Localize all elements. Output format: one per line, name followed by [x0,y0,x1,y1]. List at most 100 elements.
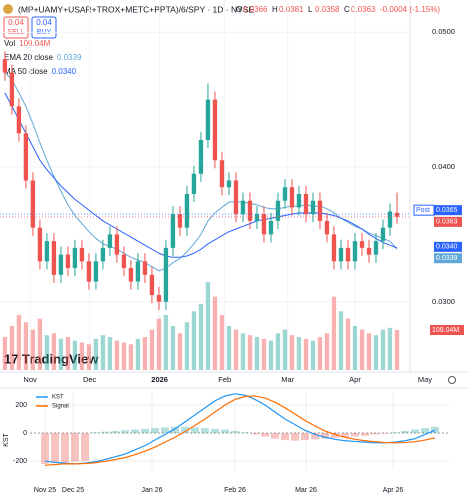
legend-value: 109.04M [19,39,50,48]
indicator-line [44,395,436,466]
histogram-bar [171,426,179,434]
volume-bar [359,329,365,370]
ohlc-key: O [236,5,242,14]
candle-body [268,220,274,235]
candle-body [44,241,50,262]
candle-body [16,106,22,134]
histogram-bar [341,433,349,438]
candle-body [191,173,197,194]
histogram-bar [71,433,79,462]
histogram-bar [401,430,409,434]
candle-body [149,274,155,296]
volume-bar [23,322,29,370]
volume-bar [156,318,162,370]
y-tick-label: 200 [15,402,27,409]
candle-body [373,241,379,255]
price-tag: Post [416,207,430,214]
candle-body [254,214,260,221]
volume-bar [254,337,260,370]
price-tag-box [413,204,435,216]
candle-body [289,187,295,208]
x-tick-label: Jan 26 [141,487,162,494]
candle-body [23,133,29,181]
volume-bar [9,326,15,370]
volume-bar [303,338,309,370]
moving-average-line [4,72,398,272]
sell-price: 0.04 [8,18,24,27]
volume-label-box [430,325,464,336]
watermark-logo: 17 [4,351,18,366]
histogram-bar [61,433,69,463]
volume-bar [184,322,190,370]
volume-bar [79,342,85,370]
candle-body [233,180,239,215]
candle-body [184,193,190,228]
candle-body [198,140,204,174]
volume-bar [219,315,225,370]
candle-body [219,160,225,188]
candle-body [79,247,85,262]
volume-bar [163,315,169,370]
candle-body [163,247,169,302]
candle-body [324,220,330,235]
volume-bar [373,335,379,370]
volume-bar [191,311,197,370]
x-tick-label: Apr 26 [383,487,404,494]
histogram-bar [391,432,399,434]
candle-body [121,254,127,269]
volume-bar [107,337,113,370]
sell-button[interactable] [3,16,29,39]
candle-body [142,261,148,275]
candle-body [9,72,15,107]
candle-body [2,59,8,73]
volume-label: 109.04M [432,327,459,334]
volume-bar [100,335,106,370]
histogram-bar [301,433,309,441]
histogram-bar [361,433,369,436]
legend-entry: Signal [52,404,69,410]
volume-bar [44,335,50,370]
candle-body [247,200,253,221]
volume-bar [2,337,8,370]
buy-button[interactable] [31,16,57,39]
y-tick-label: -200 [13,458,27,465]
histogram-bar [371,433,379,435]
legend-name: Vol [4,39,15,48]
histogram-bar [291,433,299,441]
histogram-bar [421,428,429,434]
histogram-bar [131,429,139,434]
volume-bar [331,296,337,370]
x-tick-label: Feb 26 [224,487,246,494]
histogram-bar [331,433,339,438]
settings-icon[interactable] [448,376,456,384]
histogram-bar [221,429,229,434]
volume-bar [135,338,141,370]
histogram-bar [101,431,109,434]
x-tick-label: Nov 25 [34,487,56,494]
price-label-box [434,216,462,227]
volume-bar [240,333,246,370]
histogram-bar [381,433,389,434]
candle-body [310,200,316,215]
histogram-bar [151,428,159,434]
volume-bar [226,326,232,370]
ohlc-value: 0.0358 [315,5,340,14]
histogram-bar [121,430,129,434]
candle-body [394,212,400,217]
volume-bar [16,315,22,370]
volume-bar [142,337,148,370]
histogram-bar [191,427,199,434]
price-label: 0.0339 [436,255,458,262]
histogram-bar [201,428,209,434]
volume-bar [387,327,393,370]
volume-bar [296,337,302,370]
candle-body [65,254,71,269]
histogram-bar [81,433,89,462]
histogram-bar [141,428,149,434]
candle-body [352,241,358,262]
candle-body [128,268,134,282]
candle-body [212,99,218,161]
candle-body [331,234,337,262]
symbol-title: (MP+UAMY+USAR+TROX+METC+PPTA)/6/SPY · 1D… [18,4,254,14]
legend-entry: KST [52,395,64,401]
